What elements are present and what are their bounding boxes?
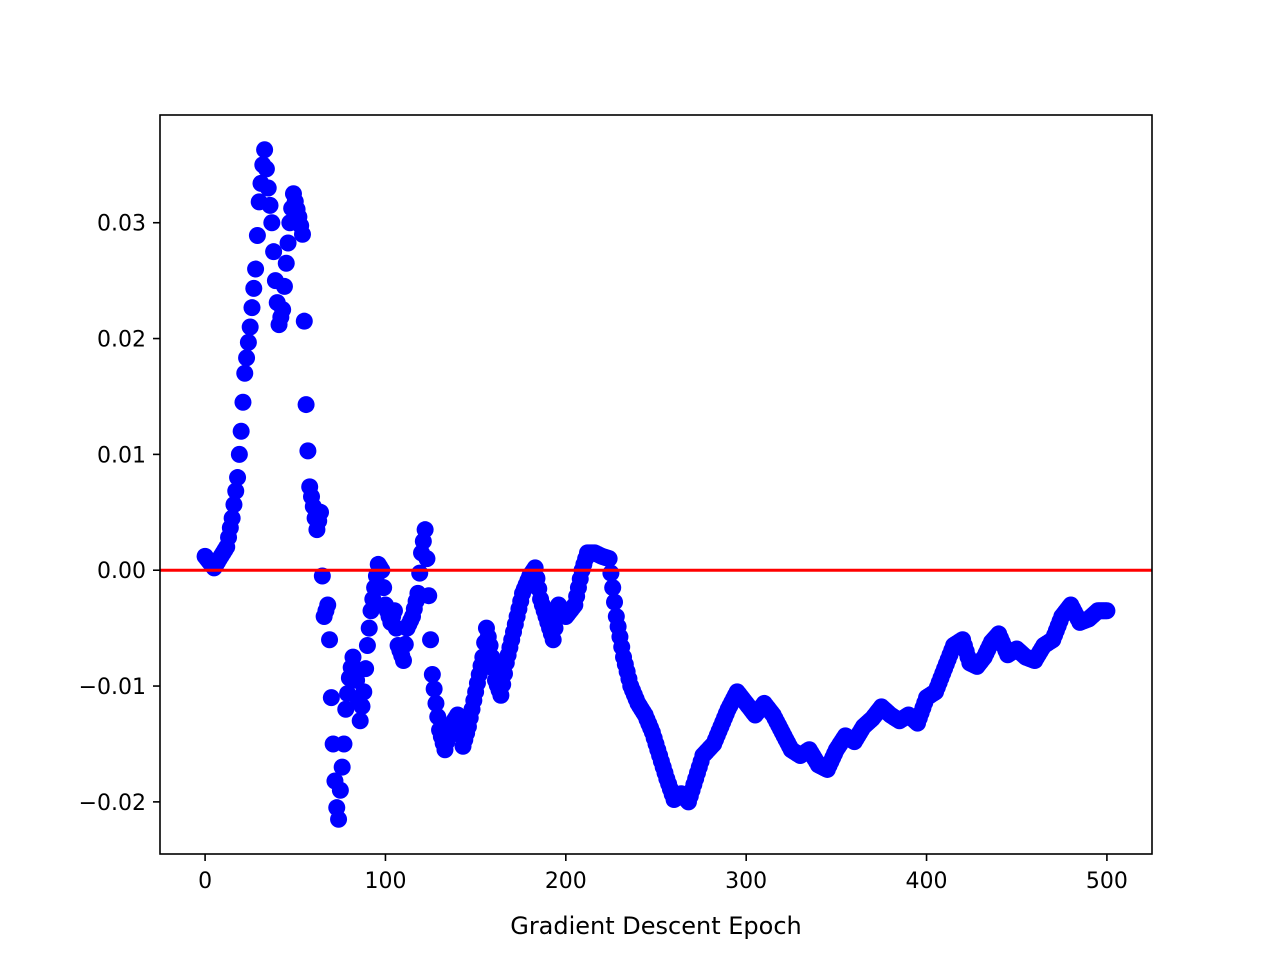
- data-point: [353, 697, 371, 715]
- data-point: [236, 364, 254, 382]
- data-point: [335, 735, 353, 753]
- data-point: [263, 214, 281, 232]
- data-point: [241, 318, 259, 336]
- data-point: [319, 596, 337, 614]
- data-point: [360, 619, 378, 637]
- x-tick-label: 500: [1086, 869, 1128, 894]
- data-point: [333, 758, 351, 776]
- y-tick-label: 0.02: [97, 328, 146, 353]
- data-point: [411, 564, 429, 582]
- data-point: [299, 442, 317, 460]
- data-point: [293, 225, 311, 243]
- y-tick-label: 0.03: [97, 212, 146, 237]
- data-point: [427, 694, 445, 712]
- data-point: [247, 260, 265, 278]
- data-point: [295, 312, 313, 330]
- x-axis-ticks: 0 100 200 300 400 500: [198, 854, 1128, 894]
- data-point: [229, 469, 247, 487]
- data-point: [234, 393, 252, 411]
- data-point: [425, 680, 443, 698]
- data-point: [265, 243, 283, 261]
- data-point: [322, 689, 340, 707]
- data-point: [257, 160, 275, 178]
- data-point: [418, 550, 436, 568]
- data-point: [604, 579, 622, 597]
- data-point: [394, 652, 412, 670]
- data-points: [196, 141, 1116, 828]
- data-point: [248, 226, 266, 244]
- data-point: [375, 579, 393, 597]
- data-point: [230, 445, 248, 463]
- data-point: [331, 781, 349, 799]
- data-point: [357, 660, 375, 678]
- data-point: [420, 587, 438, 605]
- data-point: [238, 349, 256, 367]
- data-point: [274, 301, 292, 319]
- y-tick-label: 0.00: [97, 559, 146, 584]
- data-point: [279, 234, 297, 252]
- data-point: [351, 712, 369, 730]
- data-point: [297, 396, 315, 414]
- data-point: [256, 141, 274, 159]
- data-point: [422, 631, 440, 649]
- data-point: [385, 602, 403, 620]
- data-point: [396, 635, 414, 653]
- x-tick-label: 100: [364, 869, 406, 894]
- data-point: [261, 196, 279, 214]
- data-point: [223, 509, 241, 527]
- data-point: [330, 810, 348, 828]
- y-tick-label: −0.02: [79, 791, 146, 816]
- y-tick-label: 0.01: [97, 443, 146, 468]
- x-tick-label: 300: [725, 869, 767, 894]
- plot-frame: [159, 114, 1153, 855]
- data-point: [313, 567, 331, 585]
- data-point: [259, 179, 277, 197]
- data-point: [606, 593, 624, 611]
- data-point: [423, 665, 441, 683]
- data-point: [337, 700, 355, 718]
- data-point: [312, 503, 330, 521]
- data-point: [600, 550, 618, 568]
- data-point: [232, 422, 250, 440]
- data-point: [321, 631, 339, 649]
- x-tick-label: 200: [545, 869, 587, 894]
- y-tick-label: −0.01: [79, 675, 146, 700]
- data-point: [355, 683, 373, 701]
- x-axis-label: Gradient Descent Epoch: [510, 912, 802, 940]
- data-point: [275, 277, 293, 295]
- x-tick-label: 0: [198, 869, 212, 894]
- data-point: [358, 637, 376, 654]
- data-point: [277, 254, 295, 272]
- data-point: [239, 333, 257, 351]
- y-axis-ticks: −0.02 −0.01 0.00 0.01 0.02 0.03: [79, 212, 160, 816]
- data-point: [416, 521, 434, 539]
- data-point: [429, 708, 447, 726]
- data-point: [245, 279, 263, 297]
- data-point: [243, 299, 261, 317]
- data-point: [227, 482, 245, 500]
- data-point: [225, 496, 243, 514]
- data-point: [1098, 602, 1116, 620]
- x-tick-label: 400: [906, 869, 948, 894]
- data-point: [602, 564, 620, 582]
